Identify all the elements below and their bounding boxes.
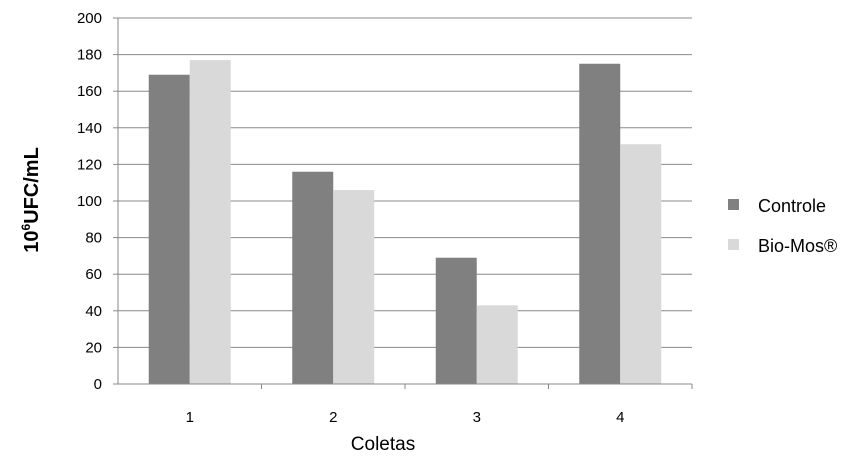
y-tick-label: 20 — [85, 339, 102, 356]
y-tick-labels: 0 20 40 60 80 100 120 140 160 180 200 — [77, 10, 118, 393]
x-tick-label: 1 — [186, 409, 194, 426]
bar-controle-4 — [579, 63, 621, 384]
x-tick-label: 2 — [329, 409, 337, 426]
bars — [148, 60, 662, 385]
y-tick-label: 180 — [77, 47, 102, 64]
y-axis-title: 106UFC/mL — [19, 147, 43, 253]
legend: Controle Bio-Mos® — [728, 196, 837, 256]
legend-label-controle: Controle — [758, 196, 826, 216]
bar-controle-2 — [292, 171, 334, 384]
y-tick-label: 140 — [77, 120, 102, 137]
y-tick-label: 80 — [85, 230, 102, 247]
x-tick-label: 3 — [473, 409, 481, 426]
y-axis-title-exponent: 6 — [19, 224, 33, 231]
x-tick-labels: 1 2 3 4 — [186, 384, 693, 426]
y-tick-label: 120 — [77, 156, 102, 173]
legend-label-bio-mos: Bio-Mos® — [758, 236, 837, 256]
legend-swatch-controle — [728, 199, 739, 210]
x-axis-title: Coletas — [351, 434, 415, 455]
legend-swatch-bio-mos — [728, 239, 739, 250]
x-tick-label: 4 — [616, 409, 624, 426]
bar-bio-mos-3 — [476, 305, 518, 384]
y-axis-title-unit: UFC/mL — [21, 147, 43, 224]
bar-bio-mos-1 — [189, 60, 231, 385]
bar-controle-3 — [435, 257, 477, 384]
y-tick-label: 60 — [85, 266, 102, 283]
y-tick-label: 40 — [85, 303, 102, 320]
bar-bio-mos-4 — [620, 144, 662, 384]
y-tick-label: 160 — [77, 83, 102, 100]
y-axis-title-base: 10 — [21, 231, 43, 253]
y-tick-label: 100 — [77, 193, 102, 210]
bar-bio-mos-2 — [333, 190, 375, 384]
y-tick-label: 0 — [94, 376, 102, 393]
y-tick-label: 200 — [77, 10, 102, 27]
bar-controle-1 — [148, 74, 190, 384]
